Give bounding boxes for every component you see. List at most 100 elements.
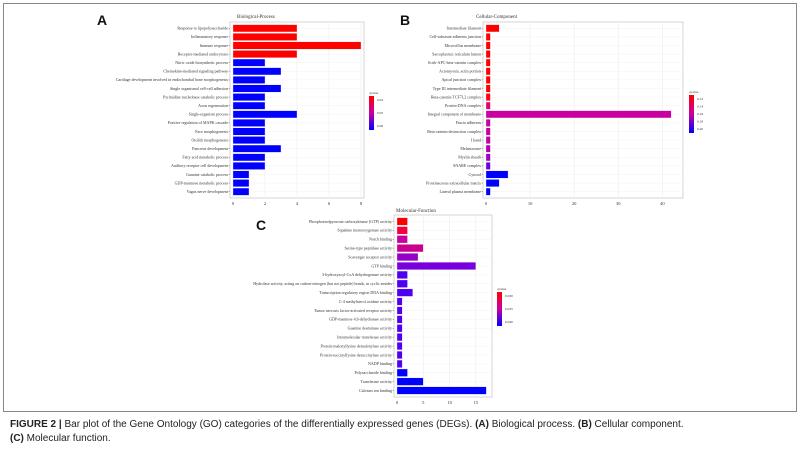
panel-b-bar	[485, 187, 491, 196]
panel-b-bar	[485, 179, 500, 187]
panel-a-category-label: Auditory receptor cell development	[171, 163, 229, 168]
panel-b-category-label: Beta-catenin-TCF7L2 complex	[431, 94, 481, 99]
panel-a-category-label: Otolith morphogenesis	[191, 137, 228, 142]
panel-b-chart: 0 10 20 30 40 Intermediate filament Cell-subst…	[426, 15, 703, 206]
panel-c-category-label: Scavenger receptor activity	[348, 254, 392, 259]
panel-b-category-label: Microvillus membrane	[444, 43, 481, 48]
panel-b-category-label: Protein-DNA complex	[445, 103, 481, 108]
panel-a-bar	[232, 84, 282, 93]
panel-b-bar	[485, 58, 491, 67]
panel-b-category-label: Melanosome	[460, 146, 481, 151]
panel-c-bar	[396, 324, 403, 333]
panel-a-legend-colorbar	[369, 96, 374, 130]
panel-a-x-tick-label: 2	[264, 201, 266, 206]
panel-b-bar	[485, 76, 491, 84]
panel-a-bar	[232, 33, 298, 41]
panel-c-legend-tick: 0.030	[505, 294, 513, 298]
panel-c-category-label: GTP binding	[371, 263, 392, 268]
panel-b-category-label: Fascia adherens	[456, 120, 482, 125]
panel-a-legend-tick: 0.05	[377, 111, 383, 115]
panel-c-bar	[396, 262, 477, 270]
caption-box	[3, 411, 797, 455]
panel-c-category-label: Squalene monooxygenase activity	[337, 228, 392, 233]
panel-c-category-label: Polysaccharide binding	[355, 370, 392, 375]
panel-b-category-label: Actomyosin, actin portion	[439, 69, 481, 75]
panel-a-bar	[232, 58, 266, 67]
panel-a-bar	[232, 101, 266, 110]
panel-a-category-label: Fatty acid metabolic process	[182, 155, 228, 160]
panel-a-category-label: Inflammatory response	[191, 34, 228, 39]
panel-a-category-label: Axon regeneration	[198, 103, 228, 108]
panel-b-category-label: SNARE complex	[453, 163, 481, 168]
panel-b-category-label: I band	[471, 137, 481, 142]
panel-a-bar	[232, 136, 266, 144]
caption-a-text: Biological process.	[488, 419, 578, 430]
panel-c-category-label: C-4 methylsterol oxidase activity	[339, 299, 392, 304]
panel-a-category-label: Cartilage development involved in endoch…	[116, 77, 229, 82]
panel-b-legend-tick: 0.20	[697, 127, 703, 131]
panel-c-bar	[396, 217, 408, 226]
panel-a-category-label: Guanine catabolic process	[186, 172, 228, 177]
panel-b-bar	[485, 24, 500, 33]
panel-a-bar	[232, 170, 250, 179]
panel-b-bar	[485, 33, 491, 41]
panel-a-legend-tick: 0.04	[377, 98, 383, 102]
panel-a-bar	[232, 76, 266, 84]
panel-c-bar	[396, 235, 408, 244]
panel-a-title: Biological-Process	[237, 15, 275, 20]
panel-b-bar	[485, 101, 491, 110]
panel-b-bar	[485, 162, 491, 170]
panel-a-bar	[232, 67, 282, 76]
panel-a-x-tick-label: 8	[360, 201, 363, 206]
panel-c-legend-tick: 0.040	[505, 320, 513, 324]
panel-c-bar	[396, 368, 408, 377]
panel-a-category-label: Receptor-mediated endocytosis	[178, 51, 229, 56]
caption-b-label: (B)	[577, 419, 592, 430]
panel-b-category-label: Scrib-APC-beta-catenin complex	[428, 60, 481, 65]
panel-a-bar	[232, 93, 266, 101]
panel-label-c: C	[256, 217, 267, 233]
panel-b-x-tick-label: 20	[572, 201, 577, 206]
panel-a-x-tick-label: 4	[296, 201, 299, 206]
panel-b-plot-area	[482, 21, 684, 199]
panel-b-category-label: Myelin sheath	[458, 155, 481, 160]
caption-figure-label: FIGURE 2 |	[10, 419, 62, 430]
panel-a-category-label: Single-organism process	[189, 112, 229, 117]
panel-a-category-label: Single organismal cell-cell adhesion	[170, 86, 228, 91]
panel-b-category-label: Apical junction complex	[441, 77, 481, 82]
panel-b-bar	[485, 136, 491, 144]
panel-c-x-tick-label: 5	[422, 400, 425, 405]
panel-b-bar	[485, 67, 491, 76]
panel-c-category-label: NADP binding	[368, 361, 392, 366]
panel-c-category-label: 3-hydroxyacyl-CoA dehydrogenase activity	[322, 272, 392, 277]
panel-a-category-label: Positive regulation of MAPK cascade	[168, 120, 229, 125]
caption-b-text: Cellular component.	[591, 419, 684, 430]
panel-b-title: Cellular-Component	[476, 15, 518, 20]
panel-c-bar	[396, 253, 419, 261]
panel-b-x-tick-label: 30	[616, 201, 621, 206]
panel-c-bar	[396, 270, 408, 279]
panel-a-category-label: Chemokine-mediated signaling pathway	[163, 69, 228, 74]
panel-b-bar	[485, 84, 491, 93]
panel-a-legend-title: qvalue	[369, 91, 379, 95]
panel-a-bar	[232, 153, 266, 162]
panel-b-category-label: Beta-catenin destruction complex	[427, 129, 481, 134]
panel-a-category-label: Vagus nerve development	[187, 189, 229, 194]
caption-c-label: (C)	[10, 433, 24, 444]
panel-b-legend-colorbar	[689, 95, 694, 133]
panel-a-x-tick-label: 0	[232, 201, 235, 206]
panel-label-a: A	[97, 12, 108, 28]
panel-a-bar	[232, 50, 298, 58]
panel-c-category-label: Calcium ion binding	[359, 388, 392, 393]
panel-b-legend-tick: 0.16	[697, 112, 703, 116]
panel-c-chart: 0 5 10 15 Phosphoenolpyruvate carboxykinase …	[253, 209, 513, 405]
panel-b-category-label: Sarcoplasmic reticulum lumen	[432, 51, 481, 56]
panel-a-category-label: GDP-mannose metabolic process	[175, 180, 229, 185]
panel-c-x-tick-label: 10	[447, 400, 452, 405]
panel-b-bar	[485, 93, 491, 101]
panel-b-legend-tick: 0.12	[697, 97, 703, 101]
panel-b-category-label: Cytosol	[469, 172, 482, 177]
caption-a-label: (A)	[475, 419, 489, 430]
panel-c-category-label: Phosphoenolpyruvate carboxykinase (GTP) …	[309, 219, 392, 224]
